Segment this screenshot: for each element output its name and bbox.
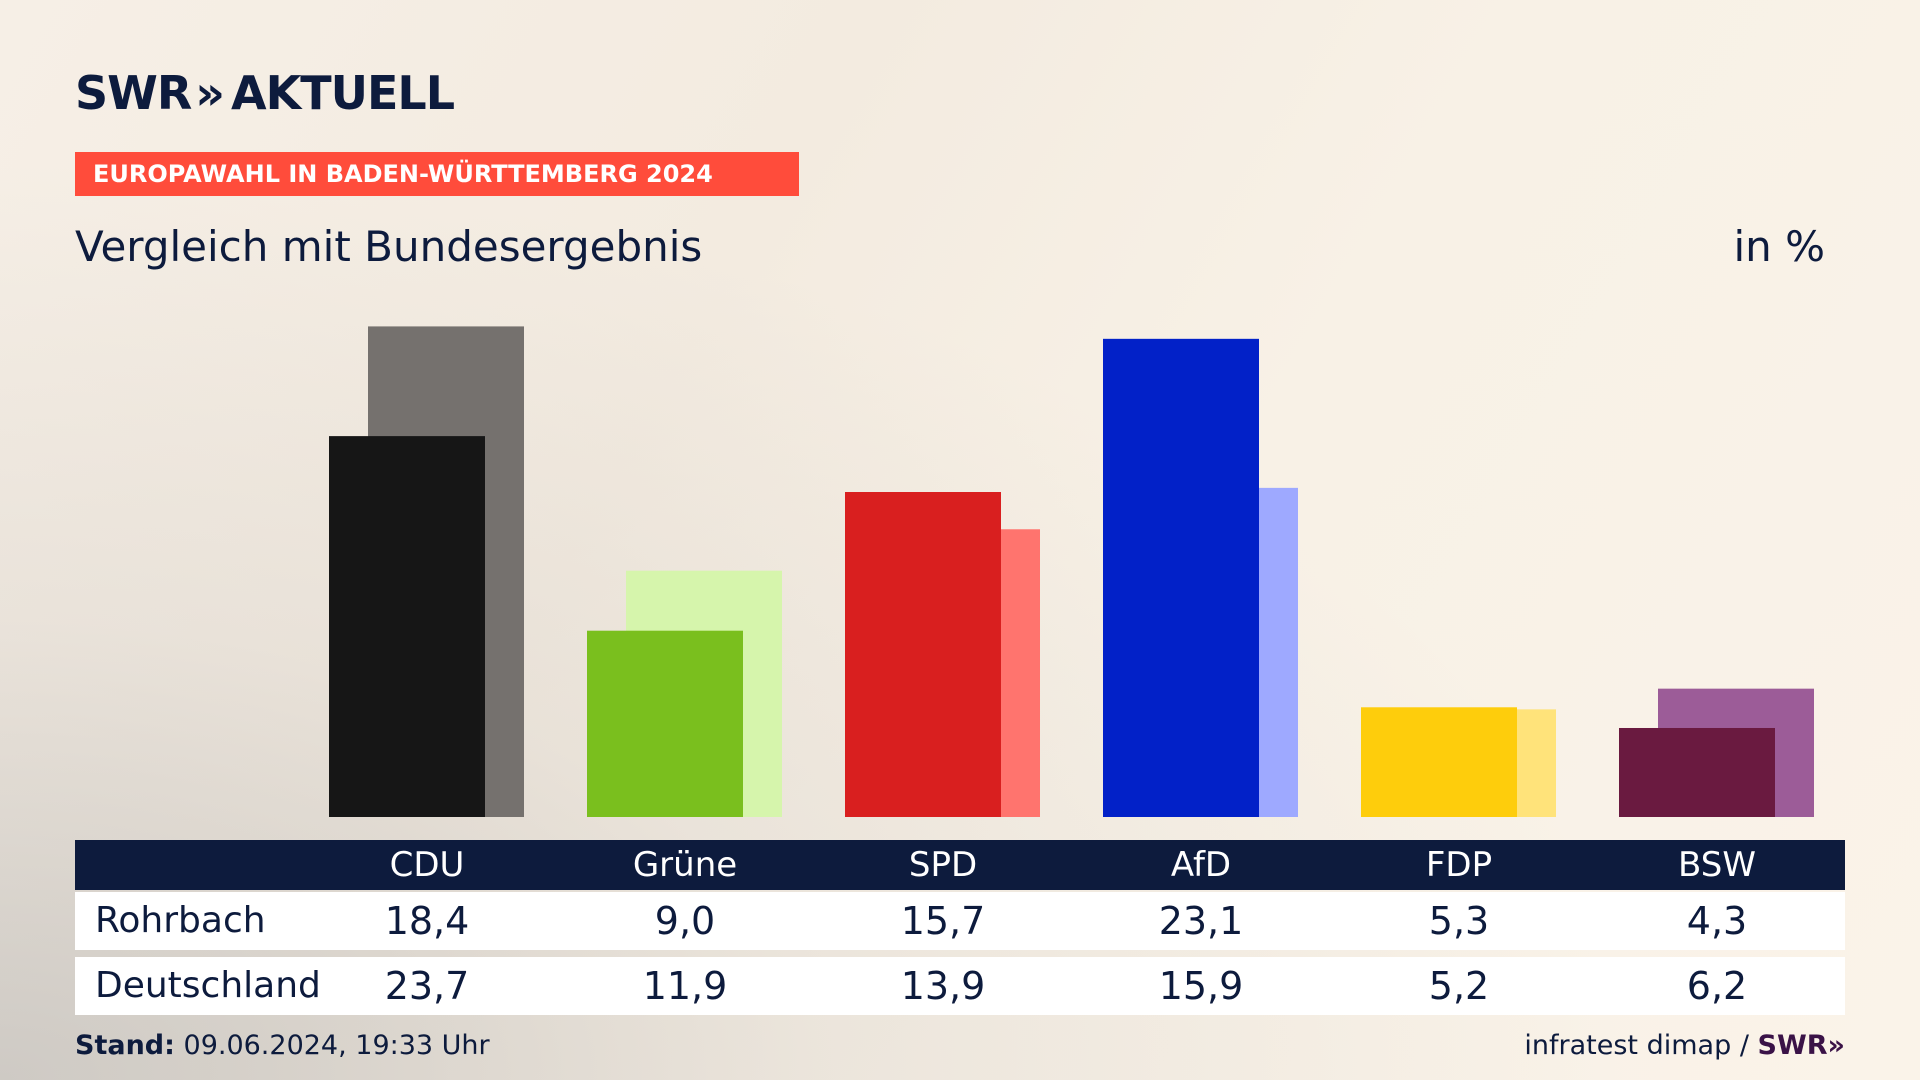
bar-rohrbach-afd xyxy=(1103,338,1259,817)
header-cell-fdp: FDP xyxy=(1425,845,1493,885)
unit-label: in % xyxy=(1733,222,1825,271)
election-banner: EUROPAWAHL IN BADEN-WÜRTTEMBERG 2024 xyxy=(75,152,799,196)
bar-rohrbach-bsw xyxy=(1619,727,1775,817)
value-cell: 15,7 xyxy=(900,899,986,943)
brand-name: SWR xyxy=(75,66,192,120)
stand-label: Stand: xyxy=(75,1030,175,1061)
header-cell-spd: SPD xyxy=(908,845,978,885)
table-row-deutschland: Deutschland 23,7 11,9 13,9 15,9 5,2 6,2 xyxy=(75,957,1845,1015)
value-cell: 4,3 xyxy=(1686,899,1748,943)
bar-rohrbach-cdu xyxy=(329,436,485,817)
value-cell: 18,4 xyxy=(384,899,470,943)
header-cell-bsw: BSW xyxy=(1678,845,1756,885)
value-cell: 6,2 xyxy=(1686,964,1748,1008)
row-label: Rohrbach xyxy=(95,900,266,941)
header-cell-gruene: Grüne xyxy=(632,845,738,885)
double-chevron-icon: » xyxy=(1827,1030,1845,1061)
value-cell: 11,9 xyxy=(642,964,728,1008)
value-cell: 15,9 xyxy=(1158,964,1244,1008)
table-row-rohrbach: Rohrbach 18,4 9,0 15,7 23,1 5,3 4,3 xyxy=(75,892,1845,950)
source-brand: SWR xyxy=(1757,1030,1828,1061)
source-credit: infratest dimap / SWR» xyxy=(1524,1030,1845,1061)
stand-value: 09.06.2024, 19:33 Uhr xyxy=(183,1030,490,1061)
header-cell-afd: AfD xyxy=(1170,845,1232,885)
swr-aktuell-logo: SWR » AKTUELL xyxy=(75,66,455,120)
value-cell: 9,0 xyxy=(654,899,716,943)
chart-subtitle: Vergleich mit Bundesergebnis xyxy=(75,222,703,271)
source-text: infratest dimap / xyxy=(1524,1030,1749,1061)
table-header: CDU Grüne SPD AfD FDP BSW xyxy=(75,840,1845,890)
bar-rohrbach-grüne xyxy=(587,630,743,817)
value-cell: 5,3 xyxy=(1428,899,1490,943)
brand-sub: AKTUELL xyxy=(231,66,455,120)
value-cell: 13,9 xyxy=(900,964,986,1008)
header-cell-cdu: CDU xyxy=(389,845,465,885)
value-cell: 5,2 xyxy=(1428,964,1490,1008)
timestamp: Stand: 09.06.2024, 19:33 Uhr xyxy=(75,1030,490,1061)
value-cell: 23,1 xyxy=(1158,899,1244,943)
row-label: Deutschland xyxy=(95,965,321,1006)
bar-rohrbach-spd xyxy=(845,492,1001,817)
value-cell: 23,7 xyxy=(384,964,470,1008)
bar-rohrbach-fdp xyxy=(1361,707,1517,817)
